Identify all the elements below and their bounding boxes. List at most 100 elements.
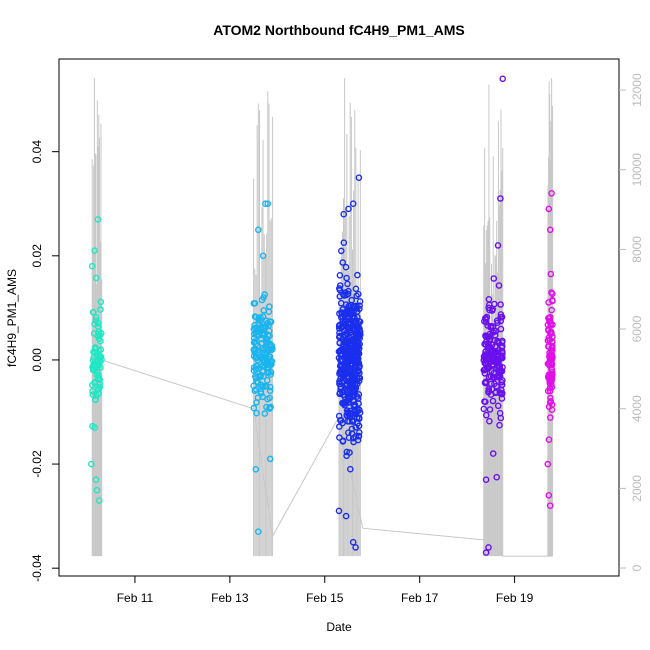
y-tick-label: -0.02 (30, 450, 44, 478)
data-point (356, 298, 364, 305)
data-point (485, 340, 492, 347)
data-point (355, 363, 363, 371)
data-point (264, 200, 272, 207)
data-point (497, 311, 505, 318)
data-point (545, 205, 553, 213)
data-point (347, 346, 354, 354)
right-tick-label: 6000 (630, 315, 644, 342)
data-point (260, 294, 267, 301)
data-point (493, 473, 501, 481)
data-point (495, 373, 503, 381)
data-point (497, 317, 505, 325)
data-point (346, 449, 353, 456)
data-point (335, 333, 343, 341)
data-point (267, 368, 275, 376)
data-point (485, 388, 492, 396)
data-point (490, 275, 498, 282)
data-point (484, 360, 492, 368)
data-point (341, 347, 348, 354)
data-point (257, 390, 265, 397)
data-point (93, 486, 101, 494)
data-point (340, 239, 348, 246)
data-point (353, 292, 360, 300)
data-point (343, 411, 351, 419)
data-point (255, 372, 262, 380)
data-point (549, 321, 556, 329)
data-point (342, 332, 349, 340)
data-point (486, 406, 494, 413)
data-point (261, 354, 268, 361)
data-point (546, 502, 554, 510)
data-point (96, 497, 103, 504)
data-point (342, 329, 350, 337)
data-point (354, 271, 361, 279)
data-point (336, 390, 343, 398)
data-point (546, 362, 553, 369)
plot-frame (58, 58, 620, 577)
data-point (337, 416, 345, 424)
data-point (96, 376, 103, 383)
data-point (97, 306, 104, 313)
data-point (336, 286, 344, 294)
data-point (348, 425, 356, 433)
data-point (260, 307, 268, 314)
data-point (337, 299, 345, 307)
data-point (342, 512, 350, 520)
data-point (347, 380, 355, 387)
data-point (345, 354, 352, 362)
data-point (549, 290, 556, 298)
x-axis: Feb 11 Feb 13 Feb 15 Feb 17 Feb 19 (117, 576, 534, 605)
data-point (489, 450, 497, 457)
data-point (266, 387, 274, 395)
data-point (546, 379, 554, 387)
data-point (89, 357, 97, 364)
data-point (548, 306, 556, 314)
x-tick-label: Feb 15 (306, 591, 344, 605)
data-point (92, 396, 99, 404)
data-point (547, 270, 555, 278)
data-point (485, 544, 492, 551)
data-point (481, 398, 489, 406)
data-point (496, 421, 503, 429)
data-point (350, 327, 358, 335)
data-point (489, 397, 497, 405)
data-point (490, 358, 497, 365)
x-axis-label: Date (326, 620, 352, 634)
data-point (546, 226, 554, 234)
data-point (351, 408, 359, 415)
data-point (348, 417, 356, 424)
x-tick-label: Feb 11 (117, 591, 154, 605)
data-point (339, 438, 347, 445)
data-point (89, 363, 96, 371)
data-point (337, 346, 345, 354)
data-point (349, 538, 357, 546)
data-point (355, 174, 363, 181)
data-point (487, 372, 495, 380)
data-point (344, 429, 352, 437)
data-point (340, 338, 348, 346)
data-point (345, 395, 353, 403)
right-tick-label: 2000 (630, 475, 644, 502)
right-tick-label: 12000 (630, 73, 644, 107)
data-point (545, 436, 553, 444)
data-point (353, 346, 361, 353)
data-point (254, 379, 262, 387)
data-point (343, 291, 350, 299)
data-point (250, 347, 258, 355)
data-point (340, 341, 347, 349)
data-point (349, 317, 357, 325)
y-tick-label: 0.02 (30, 244, 44, 268)
data-point (92, 314, 100, 321)
data-point (335, 423, 343, 430)
data-point (267, 403, 274, 411)
data-point (261, 410, 269, 417)
data-point (91, 379, 98, 387)
data-point (499, 349, 506, 357)
data-point (260, 329, 268, 337)
y-axis: -0.04 -0.02 0.00 0.02 0.04 (30, 140, 59, 582)
data-point (545, 299, 552, 306)
data-point (266, 383, 274, 391)
data-point (483, 363, 491, 371)
data-point (354, 420, 361, 427)
data-point (356, 374, 364, 382)
